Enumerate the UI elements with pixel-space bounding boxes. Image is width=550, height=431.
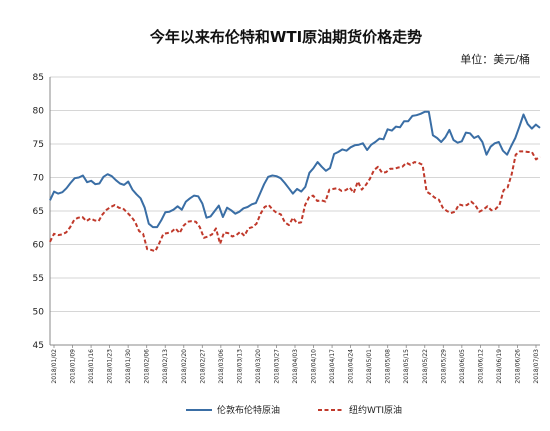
y-tick-label: 45 xyxy=(33,341,44,351)
y-tick-label: 75 xyxy=(33,140,44,150)
x-tick-label: 2018/06/26 xyxy=(514,349,521,384)
x-tick-label: 2018/04/17 xyxy=(329,349,336,384)
x-tick-label: 2018/04/03 xyxy=(292,349,299,384)
legend-label: 纽约WTI原油 xyxy=(349,404,402,416)
y-tick-label: 60 xyxy=(33,241,45,251)
x-tick-label: 2018/02/06 xyxy=(144,349,151,384)
series-group xyxy=(49,110,541,253)
legend: 伦敦布伦特原油 纽约WTI原油 xyxy=(186,404,402,416)
x-tick-label: 2018/06/12 xyxy=(477,349,484,384)
x-tick-label: 2018/05/08 xyxy=(385,349,392,384)
x-tick-label: 2018/03/20 xyxy=(255,349,262,384)
unit-label: 单位：美元/桶 xyxy=(460,52,530,66)
y-tick-label: 80 xyxy=(33,107,45,117)
x-tick-label: 2018/06/05 xyxy=(459,349,466,384)
y-tick-label: 85 xyxy=(33,73,44,83)
x-tick-label: 2018/05/15 xyxy=(403,349,410,384)
gridlines xyxy=(50,76,540,346)
series-line-wti xyxy=(49,150,541,253)
x-tick-label: 2018/01/23 xyxy=(107,349,114,384)
x-tick-label: 2018/07/03 xyxy=(533,349,540,384)
legend-label: 伦敦布伦特原油 xyxy=(217,404,280,416)
x-tick-label: 2018/04/24 xyxy=(348,349,355,384)
x-tick-label: 2018/01/02 xyxy=(51,349,58,384)
y-tick-label: 70 xyxy=(33,174,45,184)
x-tick-label: 2018/02/27 xyxy=(199,349,206,384)
chart-title: 今年以来布伦特和WTI原油期货价格走势 xyxy=(149,28,422,46)
y-tick-label: 50 xyxy=(33,308,45,318)
x-tick-label: 2018/03/13 xyxy=(236,349,243,384)
x-tick-label: 2018/02/13 xyxy=(162,349,169,384)
series-line-brent xyxy=(49,110,541,229)
x-tick-label: 2018/05/22 xyxy=(422,349,429,384)
axes: 45 50 55 60 65 70 75 80 85 2018/01/02 2018/01/09 20… xyxy=(33,73,540,384)
x-tick-label: 2018/01/30 xyxy=(125,349,132,384)
x-tick-label: 2018/01/16 xyxy=(88,349,95,384)
y-tick-label: 55 xyxy=(33,274,44,284)
x-tick-label: 2018/01/09 xyxy=(70,349,77,384)
x-tick-label: 2018/02/20 xyxy=(181,349,188,384)
y-tick-label: 65 xyxy=(33,207,44,217)
x-tick-label: 2018/03/06 xyxy=(218,349,225,384)
x-tick-label: 2018/05/29 xyxy=(440,349,447,384)
x-tick-label: 2018/05/01 xyxy=(366,349,373,384)
x-tick-label: 2018/03/27 xyxy=(273,349,280,384)
x-tick-label: 2018/06/19 xyxy=(496,349,503,384)
x-tick-label: 2018/04/10 xyxy=(311,349,318,384)
